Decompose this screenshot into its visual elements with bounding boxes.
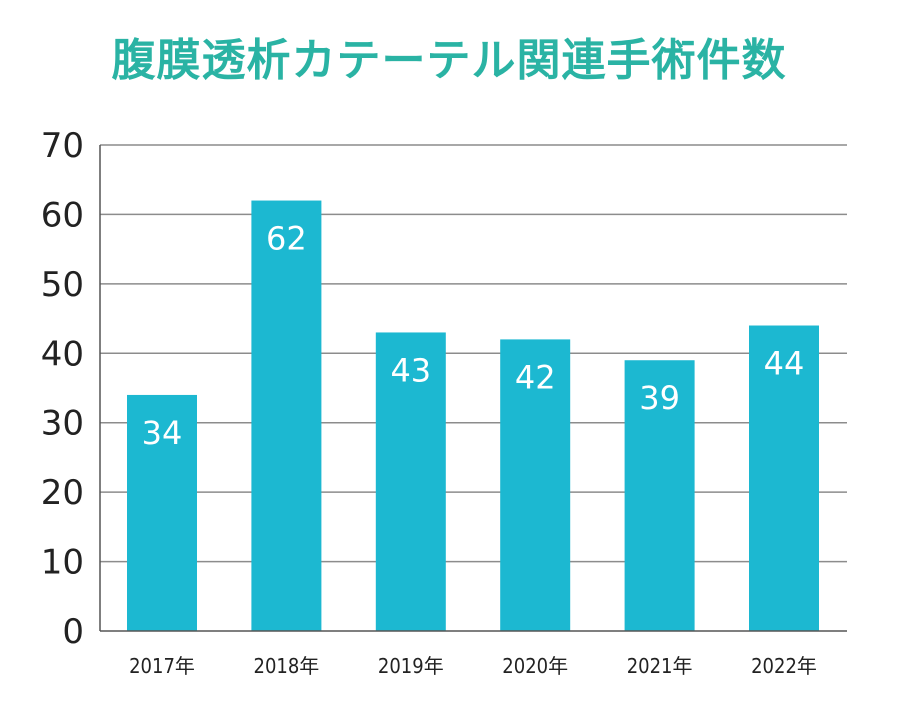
bar-value-label: 44	[764, 345, 805, 383]
bar-value-label: 43	[390, 351, 431, 389]
bar	[127, 394, 197, 631]
x-category-label: 2022年	[751, 654, 817, 678]
bar	[500, 339, 571, 631]
y-tick-label: 70	[41, 126, 84, 166]
bar-value-label: 42	[515, 358, 556, 396]
y-tick-label: 60	[41, 195, 84, 235]
bar	[375, 332, 446, 631]
y-tick-label: 50	[41, 265, 84, 305]
y-tick-label: 40	[41, 334, 84, 374]
y-tick-label: 0	[62, 612, 84, 652]
y-tick-label: 20	[41, 473, 84, 513]
x-category-label: 2018年	[254, 654, 320, 678]
x-category-label: 2020年	[502, 654, 568, 678]
bar-value-label: 39	[639, 379, 680, 417]
axis-layer	[99, 145, 847, 632]
x-category-label: 2021年	[627, 654, 693, 678]
bar-value-label: 62	[266, 220, 307, 258]
bar	[251, 200, 322, 632]
chart-title: 腹膜透析カテーテル関連手術件数	[111, 35, 787, 86]
labels-layer: 0 10 20 30 40 50 60 70 34 2017年 62 2018年 43 2019年 42 20…	[41, 126, 817, 678]
y-tick-label: 30	[41, 404, 84, 444]
x-category-label: 2019年	[378, 654, 444, 678]
grid-layer	[100, 144, 847, 563]
bars-layer	[127, 200, 819, 632]
bar	[624, 360, 695, 631]
y-tick-label: 10	[41, 543, 84, 583]
bar-value-label: 34	[142, 414, 183, 452]
bar	[749, 325, 819, 631]
x-category-label: 2017年	[129, 654, 195, 678]
